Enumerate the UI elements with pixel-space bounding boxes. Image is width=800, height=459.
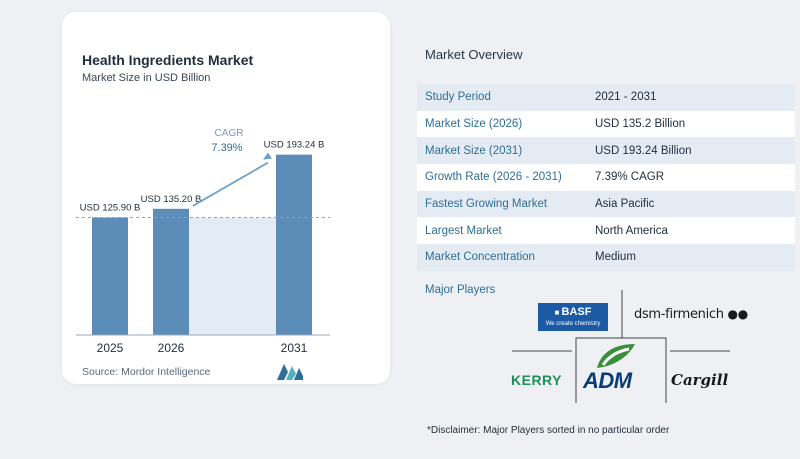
basf-square-icon: ■ (554, 308, 562, 317)
x-tick-label-2025: 2025 (97, 341, 124, 355)
row-value: 2021 - 2031 (595, 91, 657, 104)
dsm-name: dsm-firmenich (634, 307, 724, 322)
bar-2025 (92, 217, 128, 335)
row-label: Market Size (2031) (425, 144, 523, 157)
overview-row-study-period: Study Period 2021 - 2031 (417, 84, 795, 111)
data-label-2026: USD 135.20 B (141, 194, 202, 205)
chart-card: Health Ingredients Market Market Size in… (62, 12, 390, 384)
overview-row-growth-rate: Growth Rate (2026 - 2031) 7.39% CAGR (417, 164, 795, 191)
chart-title: Health Ingredients Market (82, 52, 254, 68)
cagr-label: CAGR (215, 128, 244, 139)
overview-row-market-size-2026: Market Size (2026) USD 135.2 Billion (417, 110, 795, 138)
row-label: Fastest Growing Market (425, 198, 548, 211)
overview-row-market-size-2031: Market Size (2031) USD 193.24 Billion (417, 137, 795, 165)
row-value: USD 135.2 Billion (595, 118, 686, 131)
cagr-arrow-line (192, 161, 269, 207)
data-label-2025: USD 125.90 B (80, 202, 141, 213)
overview-row-concentration: Market Concentration Medium (417, 244, 795, 271)
row-label: Growth Rate (2026 - 2031) (425, 171, 562, 184)
basf-logo: ■ BASF We create chemistry (538, 303, 608, 331)
overview-row-fastest-growing: Fastest Growing Market Asia Pacific (417, 190, 795, 218)
mordor-logo-icon (277, 364, 303, 380)
dsm-dots-icon: ●● (727, 307, 749, 321)
row-value: North America (595, 224, 668, 237)
row-value: Asia Pacific (595, 198, 655, 211)
row-value: USD 193.24 Billion (595, 144, 692, 157)
row-value: 7.39% CAGR (595, 171, 665, 184)
chart-subtitle: Market Size in USD Billion (82, 72, 211, 84)
row-label: Largest Market (425, 224, 502, 237)
row-label: Market Concentration (425, 251, 535, 264)
basf-name: BASF (561, 306, 592, 318)
bar-2026 (153, 208, 189, 335)
disclaimer-note: *Disclaimer: Major Players sorted in no … (427, 425, 670, 436)
row-label: Market Size (2026) (425, 118, 523, 131)
bar-2031 (276, 154, 312, 335)
logo-grid-dividers (512, 290, 730, 403)
x-tick-label-2031: 2031 (281, 341, 308, 355)
row-label: Study Period (425, 91, 491, 104)
overview-table: Study Period 2021 - 2031 Market Size (20… (417, 84, 795, 271)
cagr-value: 7.39% (211, 142, 242, 154)
adm-name: ADM (583, 368, 632, 393)
overview-title: Market Overview (425, 47, 523, 62)
row-value: Medium (595, 251, 636, 264)
overview-row-largest-market: Largest Market North America (417, 217, 795, 245)
kerry-logo: KERRY (511, 372, 562, 388)
source-note: Source: Mordor Intelligence (82, 366, 211, 378)
dsm-firmenich-logo: dsm-firmenich ●● (634, 307, 748, 322)
kerry-name: KERRY (511, 372, 562, 388)
x-tick-label-2026: 2026 (158, 341, 185, 355)
growth-band (189, 217, 276, 335)
adm-leaf-icon (597, 344, 635, 368)
cargill-logo: Cargill (671, 371, 728, 389)
cargill-name: Cargill (671, 371, 729, 389)
cagr-arrow-head-icon (263, 152, 272, 160)
data-label-2031: USD 193.24 B (264, 140, 325, 151)
basf-tagline: We create chemistry (545, 321, 601, 327)
adm-logo: ADM (583, 368, 632, 394)
major-players-title: Major Players (425, 284, 496, 296)
market-overview-panel: Market Overview Study Period 2021 - 2031… (415, 0, 800, 459)
